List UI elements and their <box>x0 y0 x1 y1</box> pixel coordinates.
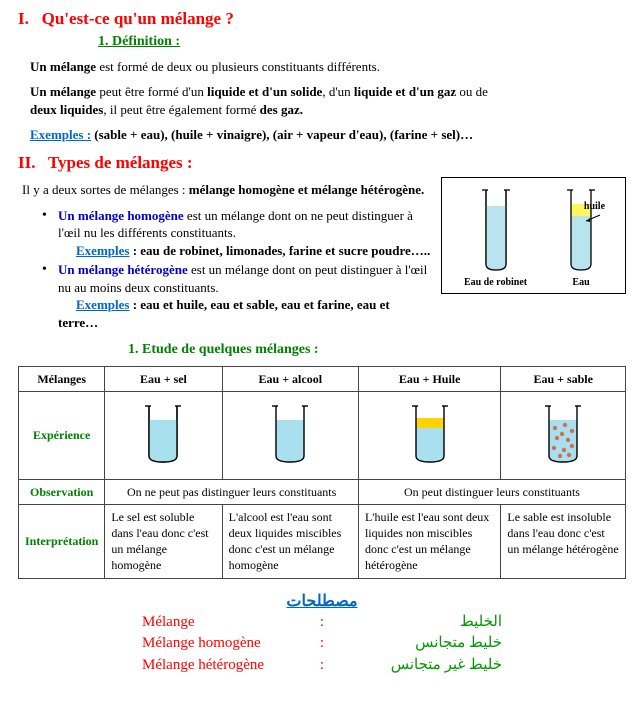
p2-i: des gaz. <box>260 102 303 117</box>
beaker-huile <box>358 392 500 479</box>
p1-bold: Un mélange <box>30 59 96 74</box>
roman-i: I. <box>18 9 29 28</box>
int4: Le sable est insoluble dans l'eau donc c… <box>501 504 626 578</box>
term-fr: Mélange <box>142 612 312 632</box>
hom-label: Un mélange homogène <box>58 208 184 223</box>
exemples-label: Exemples : <box>30 127 91 142</box>
term-colon: : <box>312 655 332 675</box>
row-interpretation: Interprétation <box>19 504 105 578</box>
section2-heading: II. Types de mélanges : <box>18 152 626 175</box>
section1-p2: Un mélange peut être formé d'un liquide … <box>30 83 626 118</box>
p2-b: peut être formé d'un <box>96 84 207 99</box>
section1-subheading: 1. Définition : <box>98 33 626 52</box>
section1-examples: Exemples : (sable + eau), (huile + vinai… <box>30 126 626 144</box>
bullet-dot-icon: • <box>42 207 58 260</box>
tube2-label: Eau <box>559 276 603 290</box>
term-ar: الخليط <box>332 612 502 632</box>
intro-b: mélange homogène et mélange hétérogène. <box>189 182 425 197</box>
bullet-heterogene: • Un mélange hétérogène est un mélange d… <box>42 261 431 331</box>
table-row: Observation On ne peut pas distinguer le… <box>19 479 626 504</box>
p2-f: ou de <box>456 84 488 99</box>
p2-e: liquide et d'un gaz <box>354 84 456 99</box>
section2-sub2: 1. Etude de quelques mélanges : <box>128 341 626 360</box>
p2-a: Un mélange <box>30 84 96 99</box>
beaker-sel <box>105 392 222 479</box>
section2-title: Types de mélanges : <box>48 153 193 172</box>
row-observation: Observation <box>19 479 105 504</box>
p2-c: liquide et d'un solide <box>207 84 322 99</box>
hom-ex-label: Exemples <box>76 243 129 258</box>
p2-h: , il peut être également formé <box>103 102 259 117</box>
beaker-alcool <box>222 392 358 479</box>
diagram-panel: Eau de robinet huile Eau <box>441 177 626 333</box>
term-ar: خليط غير متجانس <box>332 655 502 675</box>
bullet-dot-icon: • <box>42 261 58 331</box>
beaker-sable <box>501 392 626 479</box>
beaker-icon <box>262 398 318 468</box>
int1: Le sel est soluble dans l'eau donc c'est… <box>105 504 222 578</box>
section1-p1: Un mélange est formé de deux ou plusieur… <box>30 58 626 76</box>
exemples-text: (sable + eau), (huile + vinaigre), (air … <box>91 127 473 142</box>
row-experience: Expérience <box>19 392 105 479</box>
th-eau-huile: Eau + Huile <box>358 367 500 392</box>
th-eau-sel: Eau + sel <box>105 367 222 392</box>
beaker-icon <box>402 398 458 468</box>
mixtures-table: Mélanges Eau + sel Eau + alcool Eau + Hu… <box>18 366 626 578</box>
section1-heading: I. Qu'est-ce qu'un mélange ? <box>18 8 626 31</box>
terms-heading: مصطلحات <box>18 591 626 613</box>
th-melanges: Mélanges <box>19 367 105 392</box>
beaker-icon <box>535 398 591 468</box>
th-eau-alcool: Eau + alcool <box>222 367 358 392</box>
term-fr: Mélange hétérogène <box>142 655 312 675</box>
term-colon: : <box>312 612 332 632</box>
obs2: On peut distinguer leurs constituants <box>358 479 625 504</box>
table-row: Expérience <box>19 392 626 479</box>
hom-ex-text: : eau de robinet, limonades, farine et s… <box>129 243 430 258</box>
p2-g: deux liquides <box>30 102 103 117</box>
roman-ii: II. <box>18 153 35 172</box>
bullet-homogene: • Un mélange homogène est un mélange don… <box>42 207 431 260</box>
term-ar: خليط متجانس <box>332 633 502 653</box>
table-row: Interprétation Le sel est soluble dans l… <box>19 504 626 578</box>
het-label: Un mélange hétérogène <box>58 262 188 277</box>
section1-title: Qu'est-ce qu'un mélange ? <box>42 9 234 28</box>
arrow-icon <box>584 213 602 223</box>
tube-robinet: Eau de robinet <box>464 186 527 290</box>
tube-robinet-icon <box>474 186 518 274</box>
section2-text: Il y a deux sortes de mélanges : mélange… <box>18 177 431 333</box>
intro-a: Il y a deux sortes de mélanges : <box>22 182 189 197</box>
th-eau-sable: Eau + sable <box>501 367 626 392</box>
int3: L'huile est l'eau sont deux liquides non… <box>358 504 500 578</box>
table-row: Mélanges Eau + sel Eau + alcool Eau + Hu… <box>19 367 626 392</box>
tube-eau-huile: huile Eau <box>559 186 603 290</box>
het-ex-label: Exemples <box>76 297 129 312</box>
int2: L'alcool est l'eau sont deux liquides mi… <box>222 504 358 578</box>
term-fr: Mélange homogène <box>142 633 312 653</box>
p1-rest: est formé de deux ou plusieurs constitua… <box>96 59 380 74</box>
obs1: On ne peut pas distinguer leurs constitu… <box>105 479 359 504</box>
p2-d: , d'un <box>322 84 354 99</box>
terms-grid: Mélange : الخليط Mélange homogène : خليط… <box>18 612 626 675</box>
tube1-label: Eau de robinet <box>464 276 527 290</box>
oil-label: huile <box>584 201 605 212</box>
term-colon: : <box>312 633 332 653</box>
beaker-icon <box>135 398 191 468</box>
